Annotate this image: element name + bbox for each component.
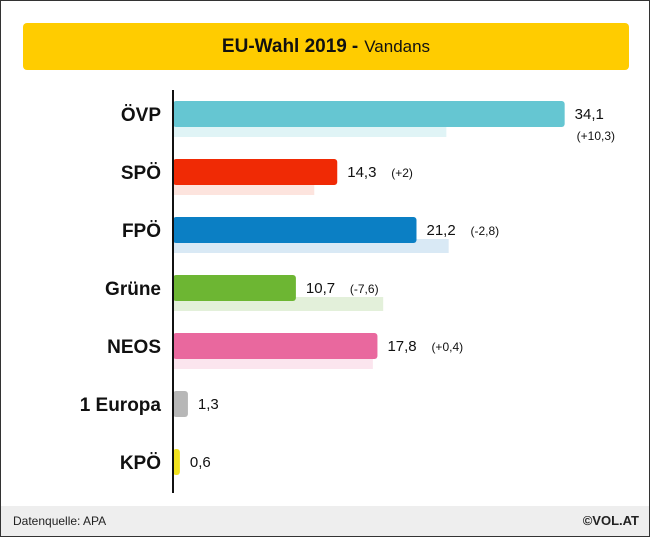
bar-1-europa [173,391,188,417]
category-label-spoe: SPÖ [121,163,161,184]
category-label-kpoe: KPÖ [120,453,161,474]
title-separator: - [351,35,359,57]
value-label-fpoe: 21,2 [426,222,455,239]
title-bar: EU-Wahl 2019 - Vandans [23,23,629,70]
category-label-fpoe: FPÖ [122,221,161,242]
category-label-1-europa: 1 Europa [80,395,162,416]
bar-gruene [173,275,296,301]
change-label-oevp: (+10,3) [577,129,615,143]
data-source: Datenquelle: APA [13,514,107,528]
bar-oevp [173,101,565,127]
category-label-neos: NEOS [107,337,161,358]
value-label-kpoe: 0,6 [190,454,211,471]
brand-logo: ©VOL.AT [582,513,639,528]
category-label-gruene: Grüne [105,279,161,300]
bar-chart: ÖVP 34,1 (+10,3) SPÖ 14,3 (+2) FPÖ 21,2 (-2,8) Gr… [80,90,615,493]
value-label-spoe: 14,3 [347,164,376,181]
change-label-neos: (+0,4) [431,340,463,354]
chart-title: EU-Wahl 2019 [221,35,347,57]
bar-kpoe [173,449,180,475]
value-label-neos: 17,8 [387,338,416,355]
value-label-gruene: 10,7 [306,280,335,297]
bar-neos [173,333,378,359]
chart-subtitle: Vandans [364,36,431,56]
change-label-spoe: (+2) [391,166,413,180]
value-label-1-europa: 1,3 [198,396,219,413]
bar-fpoe [173,217,417,243]
change-label-gruene: (-7,6) [350,282,379,296]
footer: Datenquelle: APA ©VOL.AT [1,506,649,536]
category-label-oevp: ÖVP [121,105,161,126]
change-label-fpoe: (-2,8) [470,224,499,238]
bar-spoe [173,159,338,185]
value-label-oevp: 34,1 [575,106,604,123]
